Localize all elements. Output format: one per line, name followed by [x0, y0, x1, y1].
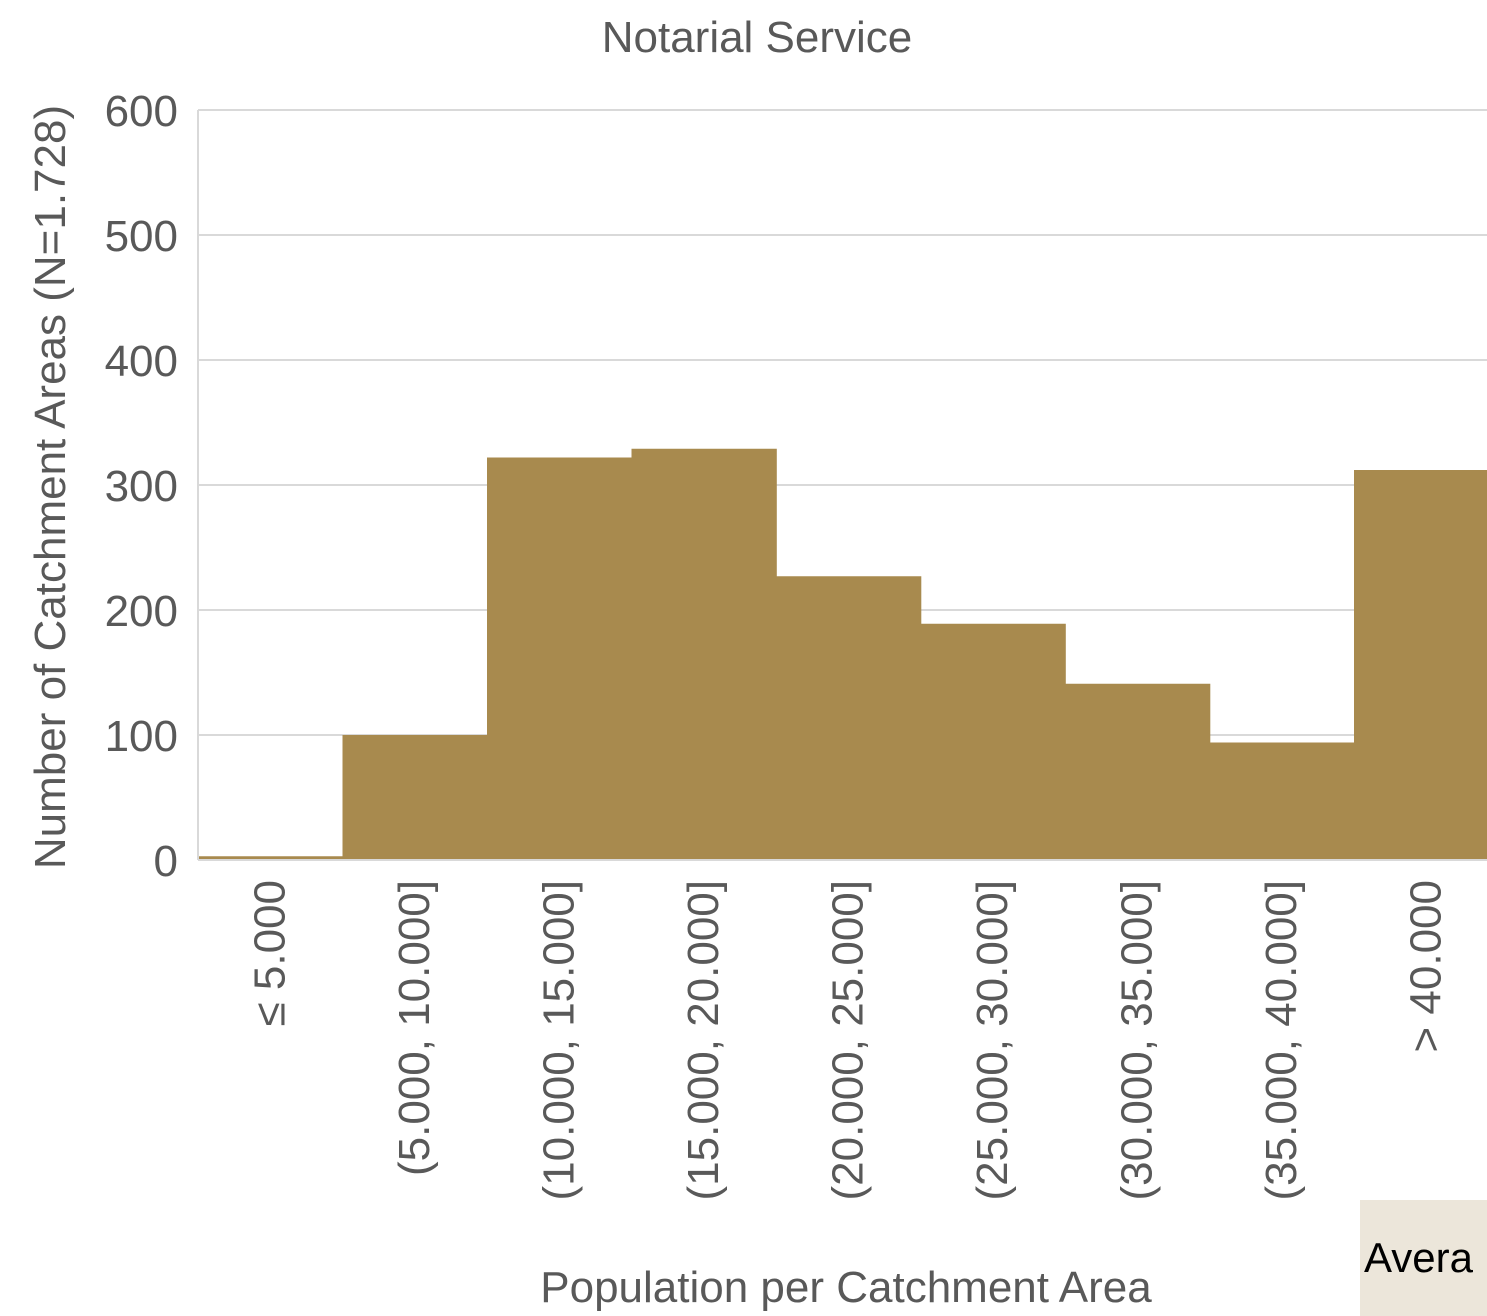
y-tick-labels: 0 100 200 300 400 500 600	[105, 87, 178, 886]
bar	[198, 856, 344, 860]
y-tick-label: 100	[105, 712, 178, 761]
bar	[631, 448, 777, 860]
x-tick-label: (25.000, 30.000]	[968, 880, 1017, 1200]
x-tick-label: (30.000, 35.000]	[1112, 880, 1161, 1200]
bar	[1209, 742, 1355, 860]
x-tick-label: (35.000, 40.000]	[1257, 880, 1306, 1200]
bar	[920, 623, 1066, 860]
x-tick-label: (5.000, 10.000]	[390, 880, 439, 1176]
bar	[1354, 470, 1487, 860]
annotation-box: Avera	[1360, 1200, 1487, 1316]
bar	[1065, 683, 1211, 860]
y-tick-label: 200	[105, 587, 178, 636]
x-axis-label: Population per Catchment Area	[540, 1263, 1152, 1312]
y-tick-label: 600	[105, 87, 178, 136]
x-tick-label: (15.000, 20.000]	[679, 880, 728, 1200]
gridlines	[198, 109, 1487, 736]
bars	[198, 448, 1487, 860]
annotation-text: Avera	[1364, 1234, 1473, 1281]
y-tick-label: 0	[154, 837, 178, 886]
bar	[487, 457, 633, 860]
y-axis-label: Number of Catchment Areas (N=1.728)	[26, 105, 75, 869]
bar	[776, 576, 922, 860]
y-tick-label: 500	[105, 212, 178, 261]
bar	[342, 735, 488, 860]
x-tick-label: (10.000, 15.000]	[534, 880, 583, 1200]
x-tick-labels: ≤ 5.000 (5.000, 10.000] (10.000, 15.000] (1…	[245, 880, 1450, 1200]
y-tick-label: 300	[105, 462, 178, 511]
y-tick-label: 400	[105, 337, 178, 386]
x-tick-label: > 40.000	[1401, 880, 1450, 1053]
chart-title: Notarial Service	[602, 13, 913, 62]
x-tick-label: (20.000, 25.000]	[823, 880, 872, 1200]
x-tick-label: ≤ 5.000	[245, 880, 294, 1026]
